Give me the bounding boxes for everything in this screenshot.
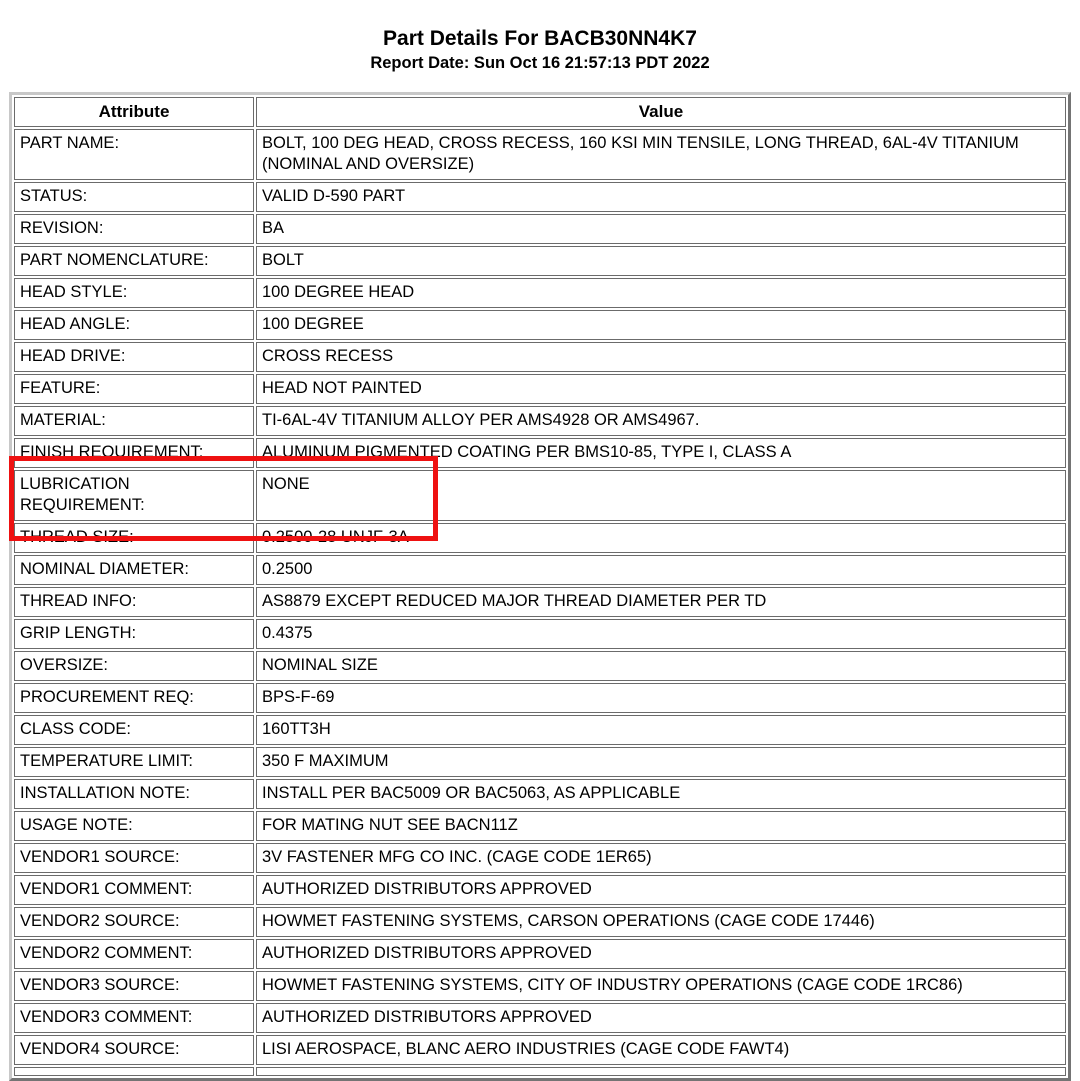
attribute-cell: VENDOR2 COMMENT: <box>14 939 254 969</box>
attribute-cell: STATUS: <box>14 182 254 212</box>
table-row: NOMINAL DIAMETER: 0.2500 <box>14 555 1066 585</box>
value-cell: CROSS RECESS <box>256 342 1066 372</box>
table-row: PART NAME: BOLT, 100 DEG HEAD, CROSS RECE… <box>14 129 1066 180</box>
value-cell: 100 DEGREE HEAD <box>256 278 1066 308</box>
value-cell: HOWMET FASTENING SYSTEMS, CITY OF INDUST… <box>256 971 1066 1001</box>
table-row: USAGE NOTE: FOR MATING NUT SEE BACN11Z <box>14 811 1066 841</box>
attribute-cell: VENDOR3 SOURCE: <box>14 971 254 1001</box>
table-header-row: Attribute Value <box>14 97 1066 127</box>
attribute-cell: FINISH REQUIREMENT: <box>14 438 254 468</box>
value-cell: BOLT <box>256 246 1066 276</box>
attribute-cell: MATERIAL: <box>14 406 254 436</box>
value-cell: 0.2500-28 UNJF-3A <box>256 523 1066 553</box>
table-row: LUBRICATION REQUIREMENT: NONE <box>14 470 1066 521</box>
value-cell: ALUMINUM PIGMENTED COATING PER BMS10-85,… <box>256 438 1066 468</box>
attribute-cell <box>14 1067 254 1076</box>
report-header: Part Details For BACB30NN4K7 Report Date… <box>0 0 1080 74</box>
table-row: MATERIAL: TI-6AL-4V TITANIUM ALLOY PER AM… <box>14 406 1066 436</box>
table-row: REVISION: BA <box>14 214 1066 244</box>
attribute-cell: USAGE NOTE: <box>14 811 254 841</box>
table-row: VENDOR3 COMMENT: AUTHORIZED DISTRIBUTORS … <box>14 1003 1066 1033</box>
table-row: PROCUREMENT REQ: BPS-F-69 <box>14 683 1066 713</box>
value-cell: NOMINAL SIZE <box>256 651 1066 681</box>
part-details-table: Attribute Value PART NAME: BOLT, 100 DEG … <box>9 92 1071 1081</box>
attribute-cell: HEAD STYLE: <box>14 278 254 308</box>
attribute-cell: TEMPERATURE LIMIT: <box>14 747 254 777</box>
attribute-cell: THREAD SIZE: <box>14 523 254 553</box>
attribute-cell: PROCUREMENT REQ: <box>14 683 254 713</box>
attribute-cell: HEAD DRIVE: <box>14 342 254 372</box>
value-cell: HOWMET FASTENING SYSTEMS, CARSON OPERATI… <box>256 907 1066 937</box>
value-cell: FOR MATING NUT SEE BACN11Z <box>256 811 1066 841</box>
attribute-cell: HEAD ANGLE: <box>14 310 254 340</box>
value-cell: BPS-F-69 <box>256 683 1066 713</box>
value-cell: AUTHORIZED DISTRIBUTORS APPROVED <box>256 1003 1066 1033</box>
value-cell: AUTHORIZED DISTRIBUTORS APPROVED <box>256 875 1066 905</box>
table-row: VENDOR2 COMMENT: AUTHORIZED DISTRIBUTORS … <box>14 939 1066 969</box>
value-cell: TI-6AL-4V TITANIUM ALLOY PER AMS4928 OR … <box>256 406 1066 436</box>
table-row: THREAD SIZE: 0.2500-28 UNJF-3A <box>14 523 1066 553</box>
table-row: HEAD DRIVE: CROSS RECESS <box>14 342 1066 372</box>
table-row: PART NOMENCLATURE: BOLT <box>14 246 1066 276</box>
attribute-cell: FEATURE: <box>14 374 254 404</box>
value-cell: BOLT, 100 DEG HEAD, CROSS RECESS, 160 KS… <box>256 129 1066 180</box>
table-row <box>14 1067 1066 1076</box>
value-cell: NONE <box>256 470 1066 521</box>
page-title: Part Details For BACB30NN4K7 <box>383 27 697 50</box>
table-row: VENDOR1 SOURCE: 3V FASTENER MFG CO INC. (… <box>14 843 1066 873</box>
value-cell: VALID D-590 PART <box>256 182 1066 212</box>
table-row: FEATURE: HEAD NOT PAINTED <box>14 374 1066 404</box>
value-cell: AS8879 EXCEPT REDUCED MAJOR THREAD DIAME… <box>256 587 1066 617</box>
value-cell: 0.4375 <box>256 619 1066 649</box>
attribute-cell: NOMINAL DIAMETER: <box>14 555 254 585</box>
table-row: OVERSIZE: NOMINAL SIZE <box>14 651 1066 681</box>
attribute-cell: PART NAME: <box>14 129 254 180</box>
attribute-cell: THREAD INFO: <box>14 587 254 617</box>
attribute-cell: REVISION: <box>14 214 254 244</box>
value-cell: 160TT3H <box>256 715 1066 745</box>
attribute-cell: CLASS CODE: <box>14 715 254 745</box>
table-row: VENDOR3 SOURCE: HOWMET FASTENING SYSTEMS,… <box>14 971 1066 1001</box>
attribute-cell: VENDOR4 SOURCE: <box>14 1035 254 1065</box>
table-row: VENDOR1 COMMENT: AUTHORIZED DISTRIBUTORS … <box>14 875 1066 905</box>
attribute-cell: VENDOR1 SOURCE: <box>14 843 254 873</box>
value-cell: 100 DEGREE <box>256 310 1066 340</box>
table-row: STATUS: VALID D-590 PART <box>14 182 1066 212</box>
attribute-cell: OVERSIZE: <box>14 651 254 681</box>
table-row: GRIP LENGTH: 0.4375 <box>14 619 1066 649</box>
value-cell <box>256 1067 1066 1076</box>
attribute-cell: GRIP LENGTH: <box>14 619 254 649</box>
value-cell: BA <box>256 214 1066 244</box>
table-row: TEMPERATURE LIMIT: 350 F MAXIMUM <box>14 747 1066 777</box>
table-row: HEAD STYLE: 100 DEGREE HEAD <box>14 278 1066 308</box>
column-header-attribute: Attribute <box>14 97 254 127</box>
attribute-cell: LUBRICATION REQUIREMENT: <box>14 470 254 521</box>
value-cell: 350 F MAXIMUM <box>256 747 1066 777</box>
table-row: VENDOR2 SOURCE: HOWMET FASTENING SYSTEMS,… <box>14 907 1066 937</box>
column-header-value: Value <box>256 97 1066 127</box>
table-row: VENDOR4 SOURCE: LISI AEROSPACE, BLANC AER… <box>14 1035 1066 1065</box>
part-details-table-container: Attribute Value PART NAME: BOLT, 100 DEG … <box>0 92 1080 1081</box>
attribute-cell: VENDOR2 SOURCE: <box>14 907 254 937</box>
report-date: Report Date: Sun Oct 16 21:57:13 PDT 202… <box>370 54 710 72</box>
value-cell: 3V FASTENER MFG CO INC. (CAGE CODE 1ER65… <box>256 843 1066 873</box>
table-row: CLASS CODE: 160TT3H <box>14 715 1066 745</box>
table-row: INSTALLATION NOTE: INSTALL PER BAC5009 OR… <box>14 779 1066 809</box>
value-cell: LISI AEROSPACE, BLANC AERO INDUSTRIES (C… <box>256 1035 1066 1065</box>
table-row: FINISH REQUIREMENT: ALUMINUM PIGMENTED CO… <box>14 438 1066 468</box>
table-row: THREAD INFO: AS8879 EXCEPT REDUCED MAJOR … <box>14 587 1066 617</box>
attribute-cell: INSTALLATION NOTE: <box>14 779 254 809</box>
attribute-cell: VENDOR1 COMMENT: <box>14 875 254 905</box>
attribute-cell: VENDOR3 COMMENT: <box>14 1003 254 1033</box>
value-cell: AUTHORIZED DISTRIBUTORS APPROVED <box>256 939 1066 969</box>
table-row: HEAD ANGLE: 100 DEGREE <box>14 310 1066 340</box>
value-cell: HEAD NOT PAINTED <box>256 374 1066 404</box>
attribute-cell: PART NOMENCLATURE: <box>14 246 254 276</box>
value-cell: INSTALL PER BAC5009 OR BAC5063, AS APPLI… <box>256 779 1066 809</box>
value-cell: 0.2500 <box>256 555 1066 585</box>
table-body: PART NAME: BOLT, 100 DEG HEAD, CROSS RECE… <box>14 129 1066 1076</box>
